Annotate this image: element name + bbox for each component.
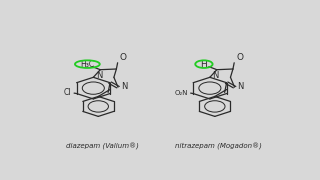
Text: nitrazepam (Mogadon®): nitrazepam (Mogadon®) xyxy=(175,143,262,150)
Text: N: N xyxy=(96,71,102,80)
Text: O: O xyxy=(236,53,243,62)
Text: H: H xyxy=(201,60,207,69)
Text: diazepam (Valium®): diazepam (Valium®) xyxy=(66,143,139,150)
Text: Cl: Cl xyxy=(64,88,72,97)
Text: N: N xyxy=(212,71,219,80)
Text: O: O xyxy=(120,53,127,62)
Text: O₂N: O₂N xyxy=(175,90,188,96)
Text: N: N xyxy=(121,82,127,91)
Text: H₃C: H₃C xyxy=(80,60,94,69)
Text: N: N xyxy=(237,82,244,91)
